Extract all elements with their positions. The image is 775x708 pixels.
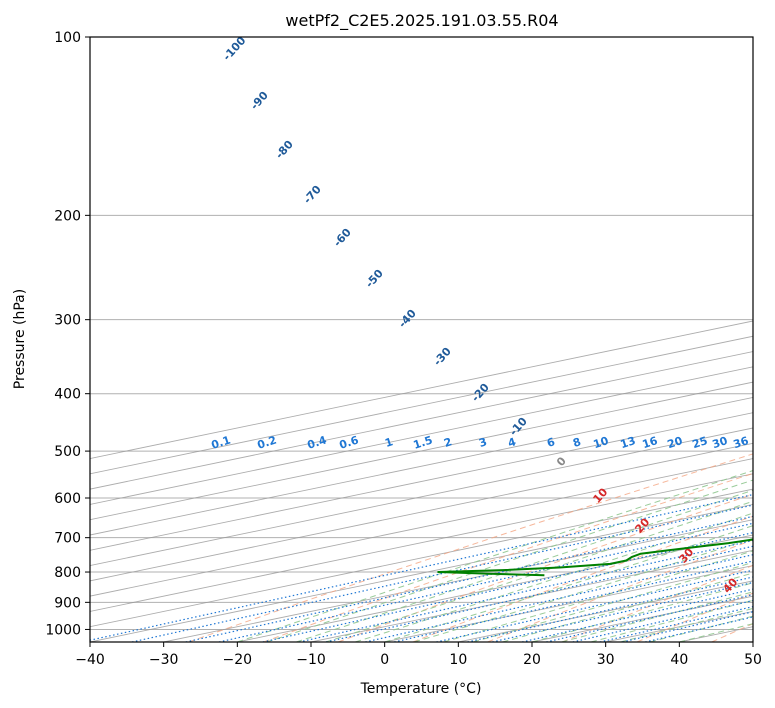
moist-adiabat-line	[384, 525, 753, 642]
mixing-ratio-line	[599, 605, 753, 642]
isotherm-line	[90, 320, 753, 460]
isotherm-line	[90, 503, 753, 642]
isotherm-line	[90, 488, 753, 628]
isotherm-line	[752, 641, 753, 642]
mixing-ratio-line	[325, 545, 753, 642]
mixing-ratio-label: 16	[641, 434, 660, 451]
y-axis-label: Pressure (hPa)	[12, 289, 28, 389]
y-tick-label: 300	[54, 313, 81, 329]
moist-adiabat-line	[531, 582, 753, 642]
mixing-ratio-label: 1.5	[412, 433, 435, 451]
moist-adiabat-line	[266, 479, 753, 642]
y-tick-label: 200	[54, 208, 81, 224]
mixing-ratio-line	[185, 515, 753, 642]
mixing-ratio-label: 10	[592, 434, 611, 451]
mixing-ratio-label: 0.1	[210, 433, 233, 451]
mixing-ratio-lines	[90, 493, 753, 642]
isotherm-line	[90, 442, 753, 582]
isotherm-line	[90, 458, 753, 597]
mixing-ratio-label: 0.2	[256, 433, 279, 451]
x-tick-label: −40	[75, 652, 105, 668]
moist-adiabats	[237, 470, 753, 642]
plot-frame	[89, 36, 754, 643]
mixing-ratio-label: 3	[477, 435, 488, 450]
mixing-ratio-line	[365, 554, 753, 642]
mixing-ratio-label: 0.4	[306, 433, 329, 451]
mixing-ratio-line	[90, 493, 753, 641]
x-tick-label: −20	[223, 652, 253, 668]
x-tick-label: 50	[744, 652, 762, 668]
mixing-ratio-label: 6	[545, 435, 557, 450]
mixing-ratio-label: 13	[619, 434, 638, 451]
y-tick-label: 500	[54, 444, 81, 460]
y-tick-label: 600	[54, 491, 81, 507]
mixing-ratio-line	[299, 539, 753, 642]
x-tick-label: 20	[523, 652, 541, 668]
mixing-ratio-label: 8	[571, 435, 582, 450]
y-tick-label: 400	[54, 387, 81, 403]
moist-adiabat-line	[355, 512, 753, 642]
isotherm-line	[163, 519, 753, 642]
x-tick-label: −30	[149, 652, 179, 668]
isotherm-line	[90, 412, 753, 551]
mixing-ratio-label: 20	[666, 434, 685, 451]
mixing-ratio-label: 1	[383, 435, 394, 450]
isotherm-line	[90, 473, 753, 612]
y-axis-ticks: 100 200 300 400 500 600 700 800 900 1000	[45, 30, 90, 638]
moist-adiabat-line	[443, 550, 753, 642]
y-tick-label: 900	[54, 595, 81, 611]
x-axis-label: Temperature (°C)	[360, 681, 482, 697]
x-axis-ticks: −40 −30 −20 −10 0 10 20 30 40 50	[75, 642, 762, 668]
dry-adiabat-line	[188, 453, 753, 642]
y-tick-label: 800	[54, 565, 81, 581]
isotherm-grid	[90, 320, 753, 642]
mixing-ratio-label: 2	[442, 435, 453, 450]
chart-title: wetPf2_C2E5.2025.191.03.55.R04	[285, 11, 558, 31]
mixing-ratio-label: 25	[691, 434, 710, 451]
mixing-ratio-line	[394, 560, 753, 642]
dewpoint-line	[437, 538, 753, 577]
plot-area	[90, 37, 753, 642]
y-tick-label: 700	[54, 531, 81, 547]
x-tick-label: −10	[296, 652, 326, 668]
isotherm-line	[90, 427, 753, 567]
dry-adiabat-line	[338, 493, 753, 642]
isotherm-line	[237, 534, 753, 642]
moist-adiabat-line	[237, 470, 753, 642]
x-tick-label: 10	[449, 652, 467, 668]
moist-adiabat-line	[296, 489, 753, 642]
profile-series	[437, 538, 753, 577]
dry-adiabat-line	[263, 472, 753, 642]
mixing-ratio-label: 30	[711, 434, 730, 451]
y-tick-label: 1000	[45, 622, 81, 638]
moist-adiabat-line	[472, 561, 753, 642]
x-tick-label: 40	[670, 652, 688, 668]
mixing-ratio-label: 0.6	[338, 433, 361, 451]
mixing-ratio-label: 36	[732, 434, 751, 451]
mixing-ratio-label: 4	[506, 435, 518, 450]
x-tick-label: 0	[380, 652, 389, 668]
y-tick-label: 100	[54, 30, 81, 46]
isotherm-line	[90, 335, 753, 475]
x-tick-label: 30	[597, 652, 615, 668]
